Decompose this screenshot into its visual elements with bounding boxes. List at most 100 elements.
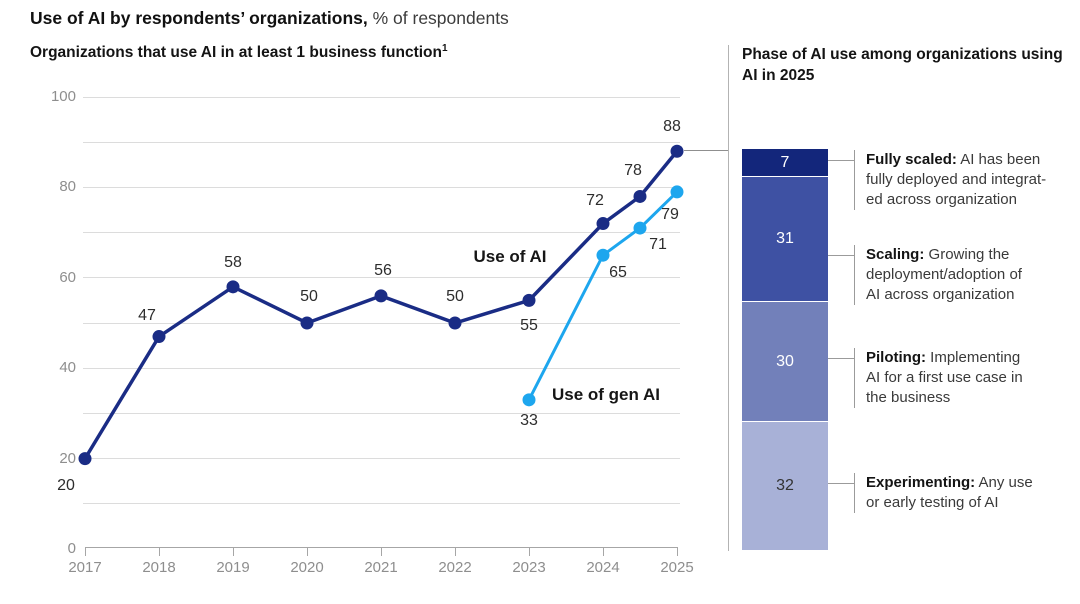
x-tick bbox=[232, 547, 234, 556]
data-point-label: 33 bbox=[520, 411, 538, 429]
x-tick bbox=[602, 547, 604, 556]
phase-label-bold: Experimenting: bbox=[866, 474, 976, 491]
x-tick-label: 2024 bbox=[586, 559, 620, 576]
y-tick-label: 40 bbox=[59, 359, 76, 377]
phase-label-line: Piloting: Implementing bbox=[866, 349, 1021, 366]
phase-label-line: ed across organization bbox=[866, 191, 1017, 208]
page-title-units: % of respondents bbox=[367, 8, 509, 28]
x-tick bbox=[676, 547, 678, 556]
series-line bbox=[527, 190, 679, 401]
x-tick-label: 2021 bbox=[364, 559, 398, 576]
bar-segment: 32 bbox=[742, 422, 828, 551]
data-point bbox=[633, 221, 647, 235]
data-point bbox=[522, 393, 536, 407]
data-point-label: 55 bbox=[520, 317, 538, 335]
phase-label-line: fully deployed and integrat- bbox=[866, 171, 1047, 188]
data-point-label: 79 bbox=[661, 205, 679, 223]
phase-label-bold: Fully scaled: bbox=[866, 151, 957, 168]
bar-segment-value: 30 bbox=[776, 352, 794, 370]
footnote-marker: 1 bbox=[441, 43, 448, 54]
data-point-label: 56 bbox=[374, 261, 392, 279]
phase-connector bbox=[828, 358, 854, 359]
x-tick bbox=[84, 547, 86, 556]
grid-line bbox=[83, 232, 680, 234]
grid-line bbox=[83, 503, 680, 505]
bar-segment-value: 7 bbox=[780, 153, 790, 171]
chart-subtitle-text: Organizations that use AI in at least 1 … bbox=[30, 44, 442, 62]
data-point-label: 88 bbox=[663, 118, 681, 136]
data-point bbox=[300, 316, 314, 330]
x-tick bbox=[306, 547, 308, 556]
panel-heading: Phase of AI use among organizations usin… bbox=[742, 46, 1063, 84]
data-point bbox=[152, 330, 166, 344]
grid-line bbox=[83, 458, 680, 460]
grid-line bbox=[83, 367, 680, 369]
x-tick-label: 2023 bbox=[512, 559, 546, 576]
y-tick-label: 80 bbox=[59, 178, 76, 196]
phase-label: Scaling: Growing the deployment/adoption … bbox=[854, 245, 1022, 305]
chart-subtitle: Organizations that use AI in at least 1 … bbox=[30, 43, 448, 62]
x-axis-line bbox=[85, 547, 678, 548]
page-title: Use of AI by respondents’ organizations,… bbox=[30, 8, 509, 29]
x-tick-label: 2017 bbox=[68, 559, 102, 576]
data-point bbox=[670, 185, 684, 199]
series-label-use-of-ai: Use of AI bbox=[473, 247, 547, 266]
phase-label-bold: Piloting: bbox=[866, 349, 926, 366]
data-point bbox=[522, 293, 536, 307]
data-point bbox=[78, 452, 92, 466]
x-tick-label: 2020 bbox=[290, 559, 324, 576]
y-tick-label: 20 bbox=[59, 449, 76, 467]
phase-label-line: or early testing of AI bbox=[866, 494, 999, 511]
grid-line bbox=[83, 277, 680, 279]
phase-label-line: AI for a first use case in bbox=[866, 369, 1023, 386]
data-point-label: 20 bbox=[57, 476, 75, 494]
data-point-label: 50 bbox=[300, 288, 318, 305]
phase-connector bbox=[828, 483, 854, 484]
data-point bbox=[226, 280, 240, 294]
phase-label: Experimenting: Any use or early testing o… bbox=[854, 473, 1033, 513]
connector-line-88-to-bar bbox=[684, 150, 728, 151]
data-point-label: 72 bbox=[586, 191, 604, 209]
x-tick bbox=[528, 547, 530, 556]
data-point bbox=[374, 289, 388, 303]
series-label-use-of-gen-ai: Use of gen AI bbox=[552, 385, 660, 404]
grid-line bbox=[83, 412, 680, 414]
phase-label-line: deployment/adoption of bbox=[866, 266, 1022, 283]
x-tick-label: 2022 bbox=[438, 559, 472, 576]
y-tick-label: 0 bbox=[67, 540, 76, 557]
phase-label-line: Fully scaled: AI has been bbox=[866, 151, 1041, 168]
series-plot bbox=[78, 144, 684, 466]
page-title-bold: Use of AI by respondents’ organizations, bbox=[30, 8, 368, 28]
data-point-label: 78 bbox=[624, 162, 642, 180]
phase-label: Fully scaled: AI has been fully deployed … bbox=[854, 150, 1046, 210]
grid-line bbox=[83, 186, 680, 188]
phase-label-line: Scaling: Growing the bbox=[866, 246, 1010, 263]
bar-segment-value: 31 bbox=[776, 229, 794, 247]
stacked-bar: 7 31 30 32 bbox=[742, 149, 828, 551]
phase-label-line: the business bbox=[866, 389, 951, 406]
x-tick bbox=[454, 547, 456, 556]
bar-segment: 7 bbox=[742, 149, 828, 178]
data-point bbox=[633, 189, 647, 203]
bar-segment: 30 bbox=[742, 301, 828, 423]
phase-label-bold: Scaling: bbox=[866, 246, 925, 263]
data-point-label: 65 bbox=[609, 264, 627, 282]
bar-segment-value: 32 bbox=[776, 477, 794, 495]
grid-line bbox=[83, 96, 680, 98]
series-line bbox=[83, 150, 679, 460]
x-tick-label: 2025 bbox=[660, 559, 694, 576]
data-point bbox=[670, 144, 684, 158]
data-point bbox=[596, 248, 610, 262]
phase-label: Piloting: Implementing AI for a first use… bbox=[854, 348, 1023, 408]
data-point bbox=[448, 316, 462, 330]
data-point-label: 71 bbox=[649, 236, 667, 254]
y-tick-label: 100 bbox=[50, 88, 76, 105]
x-tick-label: 2019 bbox=[216, 559, 250, 576]
phase-connector bbox=[828, 160, 854, 161]
x-tick-label: 2018 bbox=[142, 559, 176, 576]
grid-line bbox=[83, 141, 680, 143]
panel-divider bbox=[728, 45, 729, 551]
grid-line bbox=[83, 322, 680, 324]
bar-segment: 31 bbox=[742, 177, 828, 302]
x-tick bbox=[380, 547, 382, 556]
